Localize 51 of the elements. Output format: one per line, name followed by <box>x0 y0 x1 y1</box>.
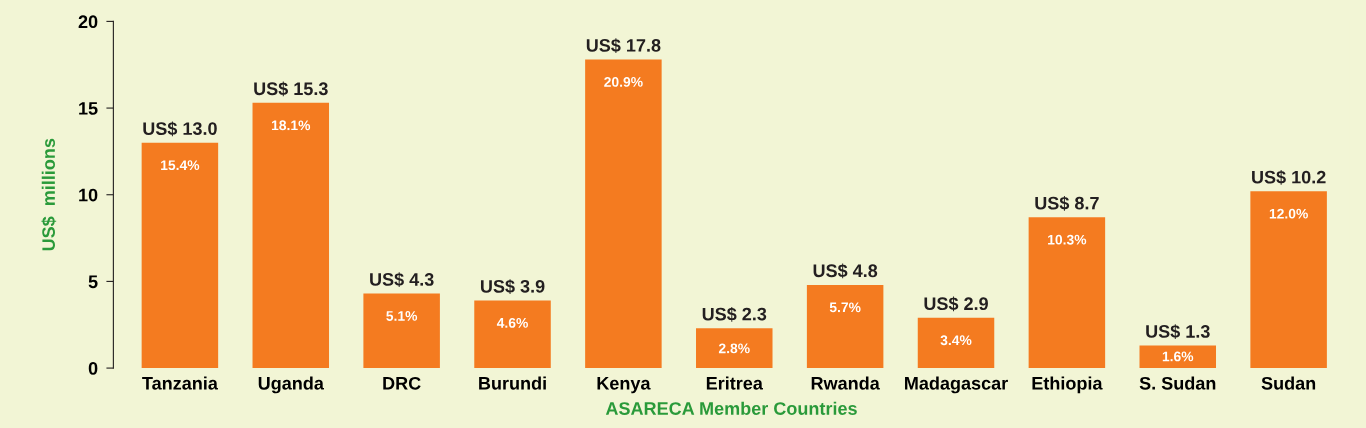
x-tick-label: Eritrea <box>706 376 763 390</box>
y-tick-label: 20 <box>78 15 98 29</box>
annotation: 10.3% <box>1048 234 1087 245</box>
bar <box>141 142 219 369</box>
annotation: 18.1% <box>271 120 311 131</box>
data-label: US$ 10.2 <box>1252 169 1326 185</box>
x-tick-label: Burundi <box>479 376 546 390</box>
y-axis-title: US$ millions <box>41 138 57 251</box>
annotation: 1.6% <box>1162 351 1194 362</box>
annotation: 5.7% <box>829 302 861 313</box>
bar <box>1028 217 1106 369</box>
bar <box>252 102 330 369</box>
x-axis-title: ASARECA Member Countries <box>605 401 857 415</box>
annotation: 12.0% <box>1269 208 1308 219</box>
y-tick-label: 15 <box>79 102 98 115</box>
data-label: US$ 17.8 <box>586 38 661 53</box>
data-label: US$ 4.3 <box>370 272 434 287</box>
bar <box>1139 345 1217 369</box>
bar <box>696 328 773 369</box>
y-tick-label: 0 <box>88 362 98 375</box>
data-label: US$ 1.3 <box>1146 324 1210 339</box>
bar <box>474 300 551 369</box>
x-tick-label: Kenya <box>597 377 651 394</box>
data-label: US$ 2.9 <box>924 296 988 312</box>
bar <box>806 284 884 369</box>
annotation: 3.4% <box>940 335 972 346</box>
annotation: 4.6% <box>496 317 528 328</box>
x-tick-label: Tanzania <box>142 376 218 390</box>
bar <box>917 317 995 369</box>
annotation: 20.9% <box>604 77 643 87</box>
x-tick-label: Uganda <box>258 376 324 394</box>
x-tick-label: Madagascar <box>905 376 1008 394</box>
data-label: US$ 3.9 <box>480 279 545 294</box>
bar <box>1250 191 1327 369</box>
annotation: 2.8% <box>718 343 750 354</box>
data-label: US$ 4.8 <box>813 263 878 279</box>
bar <box>363 293 440 369</box>
bar <box>585 59 662 369</box>
data-label: US$ 2.3 <box>702 306 767 322</box>
data-label: US$ 8.7 <box>1035 195 1099 211</box>
annotation: 15.4% <box>161 160 200 171</box>
y-tick-label: 10 <box>79 188 98 202</box>
data-label: US$ 15.3 <box>254 81 328 97</box>
x-tick-label: Sudan <box>1261 376 1316 390</box>
x-tick-label: Ethiopia <box>1032 376 1103 394</box>
y-tick-label: 5 <box>88 275 98 289</box>
x-tick-label: DRC <box>383 376 421 390</box>
data-label: US$ 13.0 <box>143 121 217 137</box>
x-tick-label: Rwanda <box>811 376 880 390</box>
x-tick-label: S. Sudan <box>1139 376 1216 390</box>
annotation: 5.1% <box>386 311 418 321</box>
